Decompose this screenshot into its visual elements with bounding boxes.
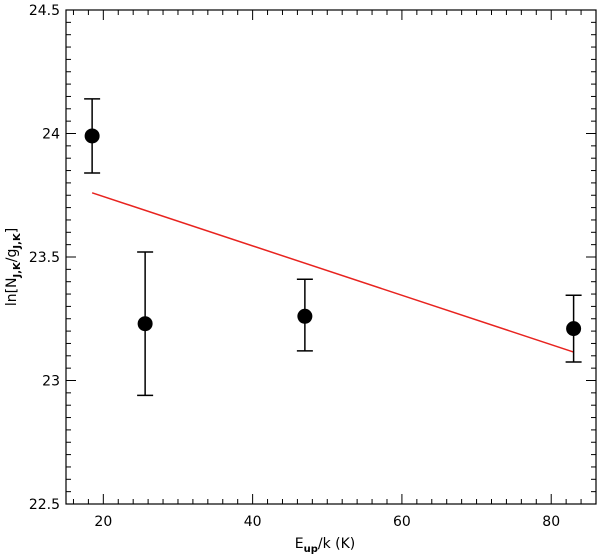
data-point xyxy=(137,316,153,332)
x-tick-label: 20 xyxy=(94,514,112,530)
y-tick-label: 23.5 xyxy=(29,250,60,266)
y-tick-label: 23 xyxy=(42,374,60,390)
y-tick-label: 22.5 xyxy=(29,497,60,513)
fit-line xyxy=(91,192,574,353)
y-axis-label: ln[NJ,K/gJ,K] xyxy=(4,228,23,306)
x-axis-label: Eup/k (K) xyxy=(295,536,356,555)
data-point xyxy=(297,308,313,324)
x-tick-label: 40 xyxy=(244,514,262,530)
x-tick-label: 80 xyxy=(542,514,560,530)
axis-ticks xyxy=(66,9,597,505)
y-tick-label: 24 xyxy=(42,127,60,143)
y-tick-label: 24.5 xyxy=(29,3,60,19)
error-bars xyxy=(84,98,582,397)
data-points xyxy=(84,128,582,337)
data-point xyxy=(566,321,582,337)
x-tick-label: 60 xyxy=(393,514,411,530)
tick-labels: 20 40 60 80 22.5 23 23.5 24 24.5 xyxy=(29,3,560,530)
data-point xyxy=(84,128,100,144)
